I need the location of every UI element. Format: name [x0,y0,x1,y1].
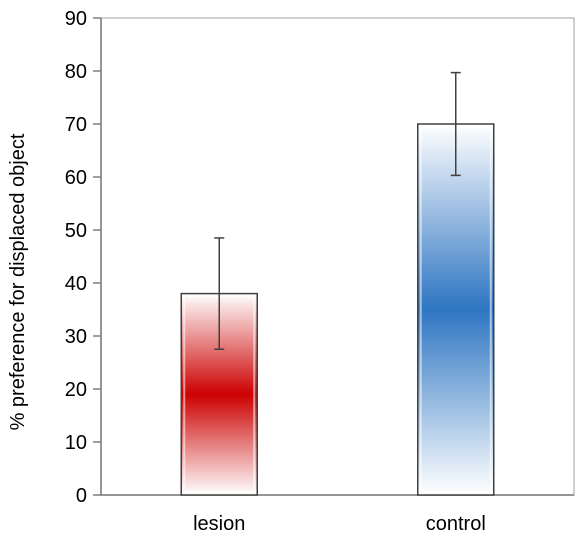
y-tick-label: 90 [65,8,87,30]
y-tick-label: 40 [65,273,87,295]
y-tick-label: 30 [65,326,87,348]
bars [180,71,495,496]
plot-area-frame [100,17,575,496]
x-tick-label-control: control [426,513,486,535]
y-tick-label: 60 [65,167,87,189]
x-axis-labels: lesion control [193,513,486,535]
y-tick-label: 70 [65,114,87,136]
y-axis-title: % preference for displaced object [7,133,29,430]
y-tick-label: 50 [65,220,87,242]
y-tick-label: 10 [65,432,87,454]
y-tick-label: 0 [76,485,87,507]
x-tick-label-lesion: lesion [193,513,245,535]
y-axis-ticks: 0 10 20 30 40 50 60 70 80 90 [65,8,101,507]
y-tick-label: 80 [65,61,87,83]
y-tick-label: 20 [65,379,87,401]
bar-control [417,123,495,496]
